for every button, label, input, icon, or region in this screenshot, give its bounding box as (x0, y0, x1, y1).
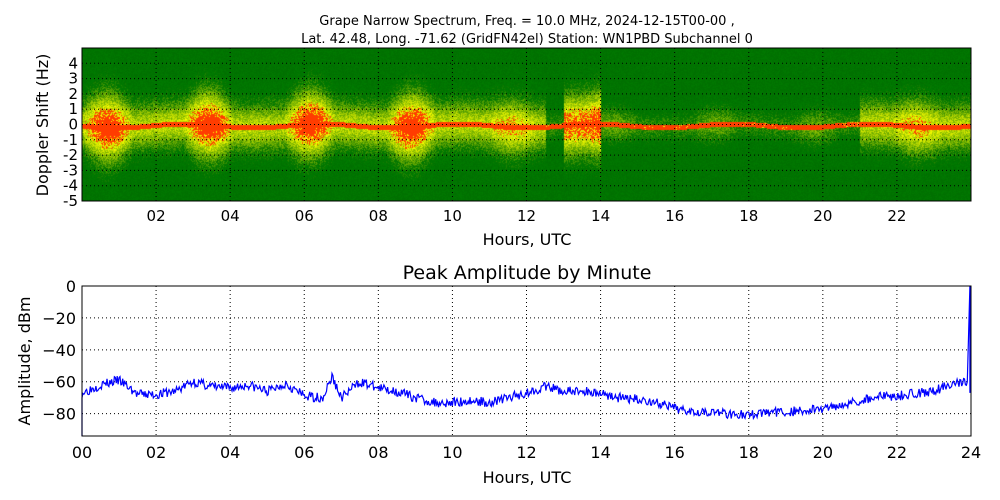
amplitude-ytick-label: −40 (42, 341, 76, 360)
spectrogram-ytick-label: 3 (68, 70, 78, 88)
spectrogram-xtick-label: 06 (295, 207, 314, 225)
amplitude-xtick-label: 02 (146, 443, 166, 462)
spectrogram-xtick-label: 14 (591, 207, 610, 225)
spectrogram-xtick-label: 20 (813, 207, 832, 225)
amplitude-ytick-label: −80 (42, 405, 76, 424)
title-line-2: Lat. 42.48, Long. -71.62 (GridFN42el) St… (301, 32, 753, 47)
amplitude-axes: 00 02 04 06 08 10 12 14 16 18 20 22 24 0 −20 −40 −60 −80 (42, 277, 981, 462)
amplitude-xtick-label: 00 (72, 443, 92, 462)
title-line-1: Grape Narrow Spectrum, Freq. = 10.0 MHz,… (319, 14, 734, 29)
spectrogram-xlabel: Hours, UTC (483, 230, 572, 249)
amplitude-xtick-label: 08 (368, 443, 388, 462)
amplitude-xtick-label: 10 (442, 443, 462, 462)
amplitude-ytick-label: −20 (42, 309, 76, 328)
amplitude-xtick-label: 18 (739, 443, 759, 462)
amplitude-xtick-label: 06 (294, 443, 314, 462)
amplitude-xtick-label: 04 (220, 443, 240, 462)
amplitude-xtick-label: 16 (664, 443, 684, 462)
amplitude-xtick-label: 12 (516, 443, 536, 462)
amplitude-frame (81, 285, 972, 437)
spectrogram-frame (81, 47, 972, 202)
amplitude-title: Peak Amplitude by Minute (403, 262, 652, 284)
spectrogram-ytick-label: -1 (63, 131, 78, 149)
spectrogram-ytick-label: 0 (68, 116, 78, 134)
spectrogram-ytick-label: 2 (68, 85, 78, 103)
spectrogram-xtick-label: 18 (739, 207, 758, 225)
spectrogram-xtick-label: 22 (887, 207, 906, 225)
amplitude-xtick-label: 22 (887, 443, 907, 462)
spectrogram-xtick-label: 10 (443, 207, 462, 225)
amplitude-series-line (81, 285, 971, 436)
spectrogram-xtick-label: 16 (665, 207, 684, 225)
spectrogram-ytick-label: -3 (63, 161, 78, 179)
spectrogram-xtick-label: 02 (147, 207, 166, 225)
amplitude-xtick-label: 14 (590, 443, 610, 462)
spectrogram-ytick-label: -5 (63, 192, 78, 210)
spectrogram-xtick-label: 08 (369, 207, 388, 225)
amplitude-ytick-label: −60 (42, 373, 76, 392)
spectrogram-xtick-label: 04 (221, 207, 240, 225)
spectrogram-xtick-label: 12 (517, 207, 536, 225)
amplitude-xlabel: Hours, UTC (483, 468, 572, 487)
amplitude-xtick-label: 24 (961, 443, 981, 462)
spectrogram-ylabel: Doppler Shift (Hz) (33, 54, 52, 197)
spectrogram-ytick-label: 1 (68, 100, 78, 118)
spectrogram-ytick-label: -4 (63, 177, 78, 195)
amplitude-xtick-label: 20 (813, 443, 833, 462)
spectrogram-ytick-label: -2 (63, 146, 78, 164)
amplitude-ytick-label: 0 (66, 277, 76, 296)
spectrogram-ytick-label: 4 (68, 54, 78, 72)
amplitude-ylabel: Amplitude, dBm (15, 297, 34, 426)
